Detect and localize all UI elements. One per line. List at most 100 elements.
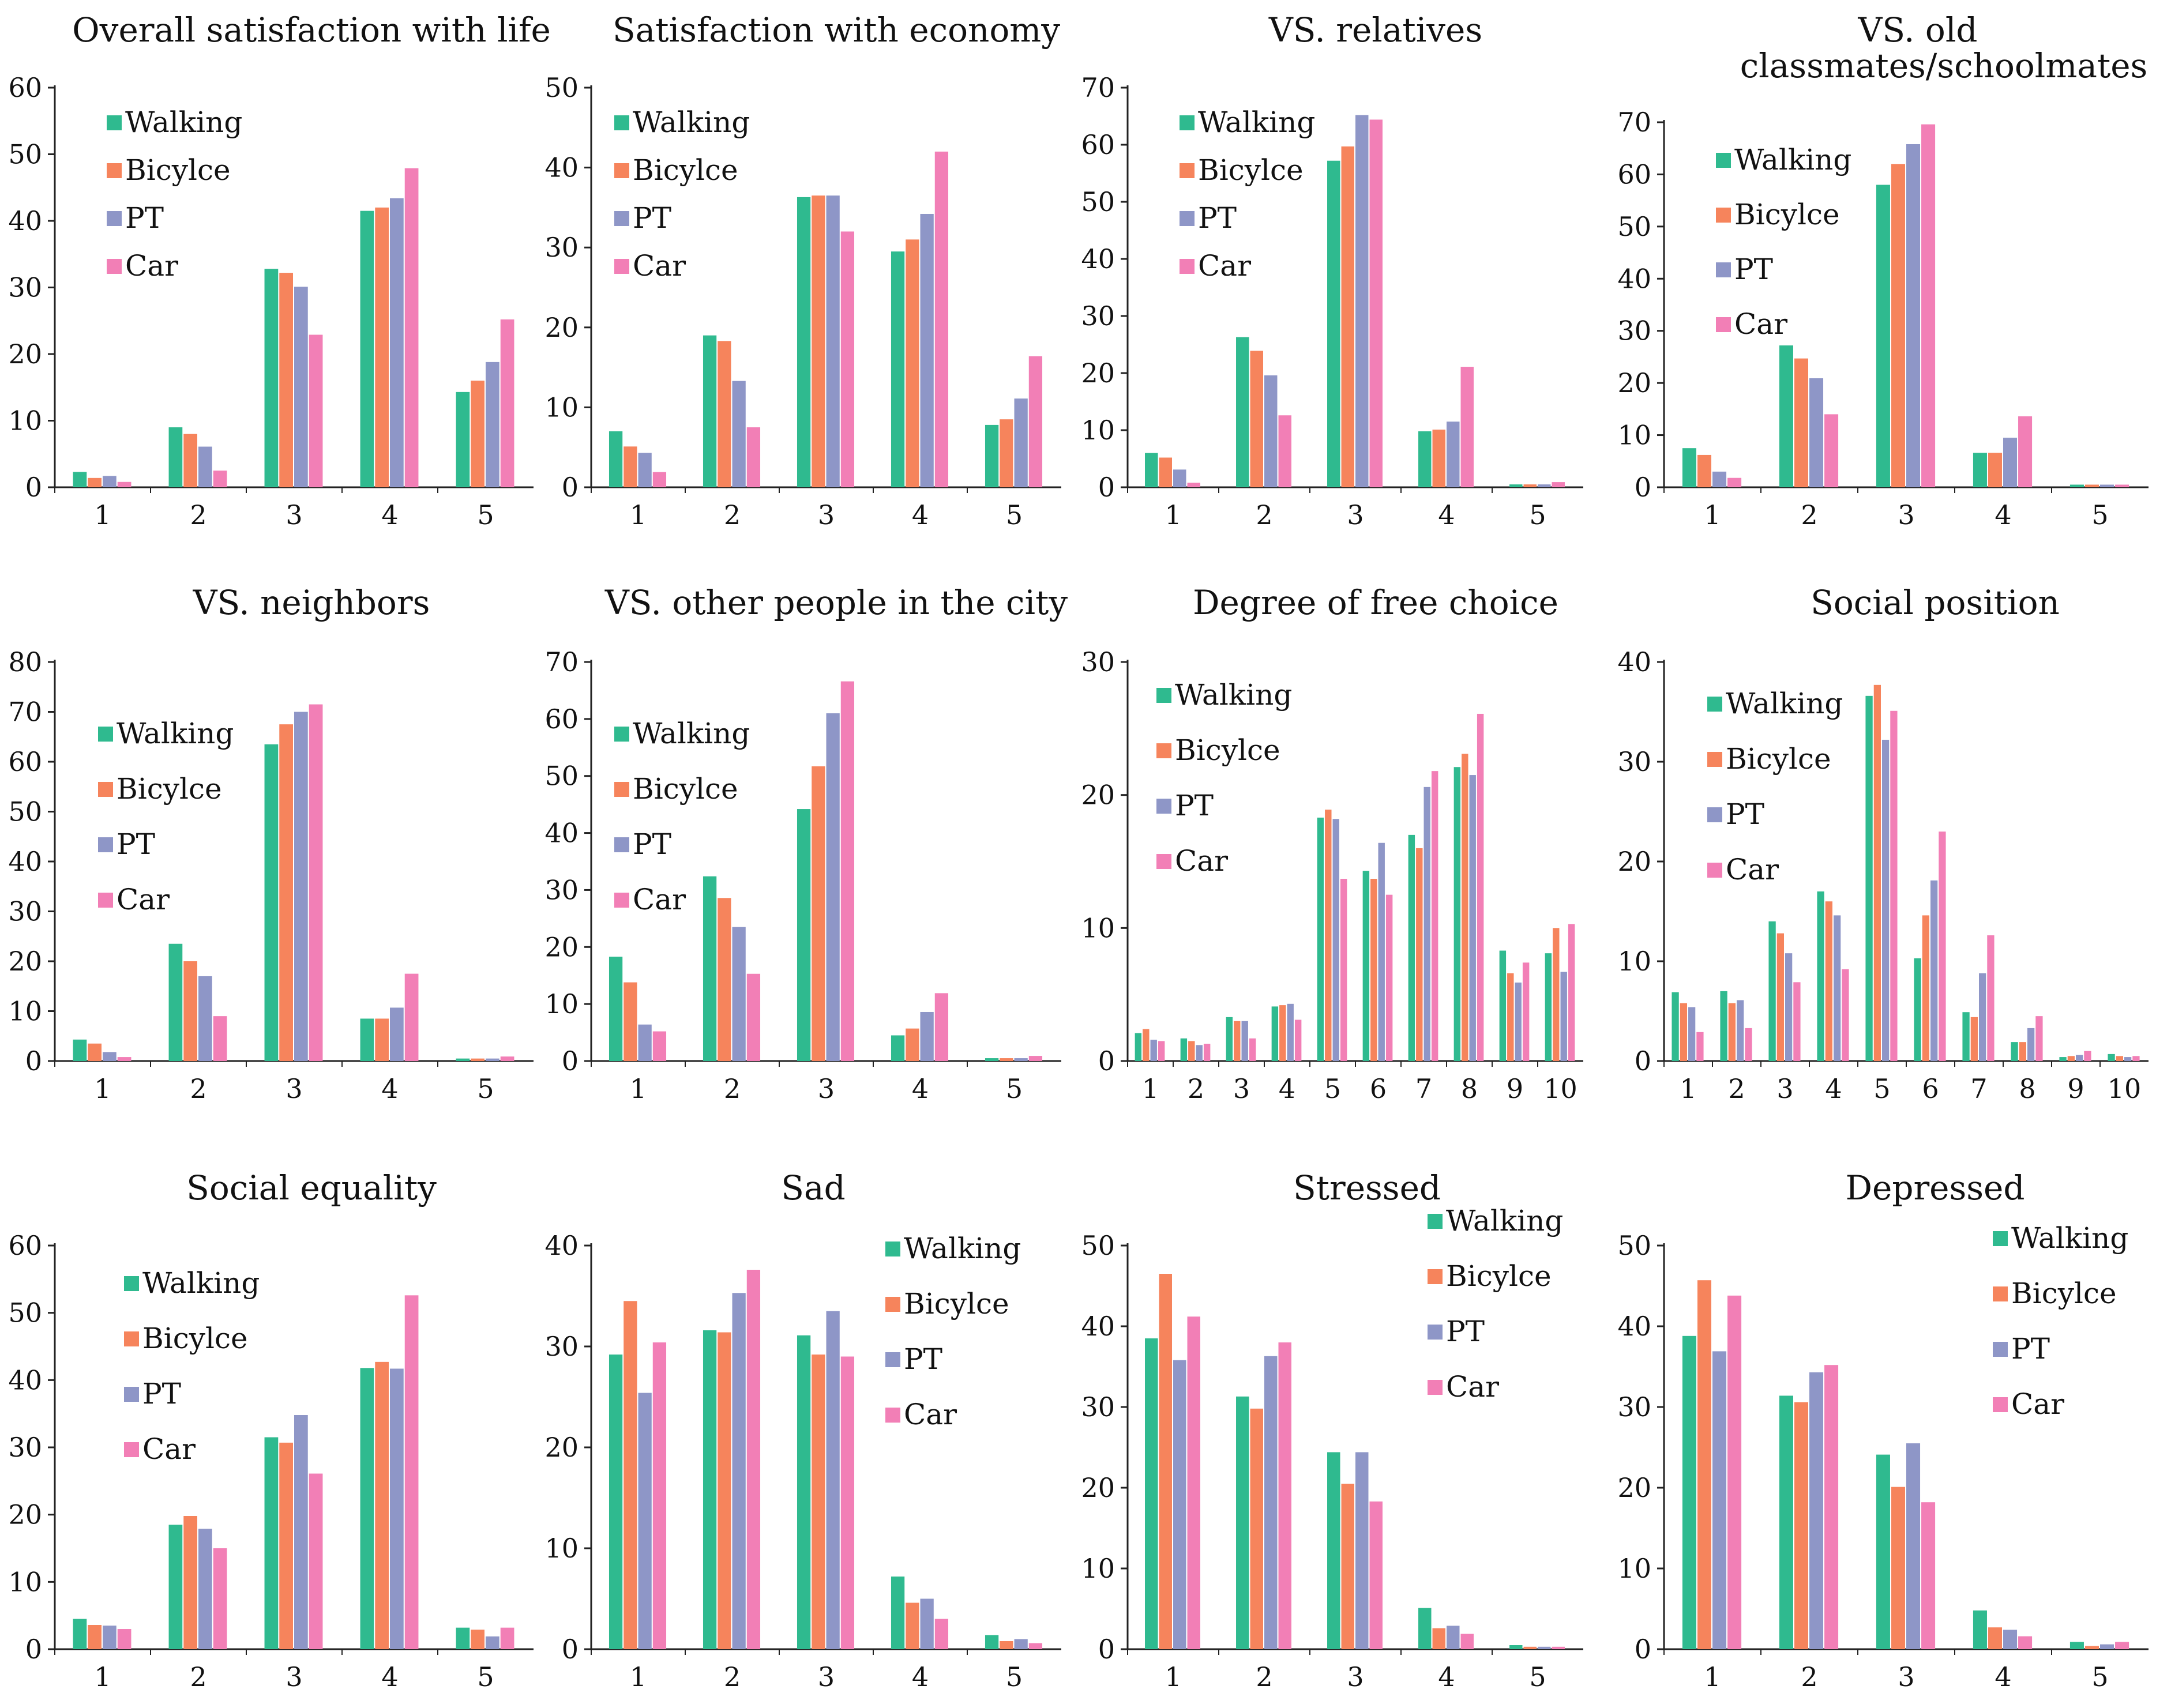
bar-car-1 [1158,1041,1165,1061]
bar-walking-3 [264,269,279,487]
bar-car-5 [2115,1642,2129,1649]
y-tick-label: 50 [1617,1230,1651,1261]
bar-car-4 [404,168,419,487]
x-tick-label: 5 [1324,1073,1341,1104]
bar-car-2 [1278,1342,1291,1649]
y-tick-label: 60 [544,703,579,735]
bar-pt-8 [2027,1028,2035,1061]
bar-walking-10 [2108,1054,2115,1061]
x-tick-label: 4 [912,499,929,531]
x-tick-label: 3 [286,499,302,531]
bar-car-4 [934,993,949,1061]
legend-swatch-bicylce [1716,208,1731,223]
x-tick-label: 1 [1704,499,1721,531]
bar-car-3 [309,1473,323,1649]
bar-pt-4 [1447,422,1460,487]
y-tick-label: 10 [1617,420,1651,451]
legend-swatch-pt [614,211,629,226]
bar-car-6 [1939,832,1946,1061]
bar-car-2 [1745,1028,1752,1061]
x-tick-label: 2 [1256,1661,1272,1692]
x-tick-label: 4 [1438,499,1455,531]
y-tick-label: 20 [1617,367,1651,398]
bar-bicycle-3 [812,766,825,1061]
bar-walking-9 [2059,1057,2067,1061]
panel-5: VS. neighbors 0 10 20 30 40 50 60 70 80 1 2 3 4 5 Walki… [8,583,534,1104]
bar-bicycle-7 [1970,1017,1978,1061]
y-tick-label: 70 [1617,107,1651,138]
bar-pt-6 [1378,842,1385,1061]
x-tick-label: 1 [1680,1073,1696,1104]
x-tick-label: 2 [724,1073,741,1104]
y-tick-label: 20 [8,946,42,977]
legend-label-car: Car [1726,853,1779,886]
y-tick-label: 40 [8,1364,42,1395]
bar-car-4 [404,973,419,1061]
bar-pt-7 [1423,787,1430,1061]
bar-pt-5 [1882,739,1890,1061]
bar-pt-4 [920,1011,934,1061]
y-tick-label: 0 [562,472,579,503]
y-tick-label: 30 [544,232,579,263]
legend-label-pt: PT [633,827,671,861]
y-tick-label: 30 [1081,646,1115,678]
legend-swatch-car [614,893,629,908]
bar-walking-5 [456,392,470,487]
legend-swatch-walking [614,727,629,742]
x-tick-label: 1 [630,1073,647,1104]
bar-bicycle-8 [1462,754,1468,1061]
bar-pt-5 [2100,1644,2114,1649]
panel-2: Satisfaction with economy 0 10 20 30 40 50 1 2 3 4… [544,10,1061,531]
bar-bicycle-5 [1000,1058,1013,1061]
bar-bicycle-1 [1159,457,1172,487]
legend-swatch-car [1993,1397,2008,1412]
bar-car-5 [1552,1646,1565,1649]
bar-car-3 [840,681,855,1061]
x-tick-label: 5 [1006,1073,1023,1104]
legend-swatch-bicylce [1428,1269,1443,1284]
x-tick-label: 7 [1415,1073,1432,1104]
y-tick-label: 40 [8,846,42,877]
x-tick-label: 4 [1825,1073,1842,1104]
y-tick-label: 10 [8,405,42,437]
bar-bicycle-10 [2116,1056,2123,1061]
bar-bicycle-2 [1794,358,1808,487]
bar-bicycle-9 [2067,1056,2075,1061]
bar-walking-4 [360,1368,374,1649]
bar-walking-1 [73,1039,87,1061]
legend-swatch-pt [1180,211,1195,226]
legend-label-walking: Walking [904,1232,1021,1265]
bar-pt-9 [1515,982,1522,1061]
x-tick-label: 2 [190,1073,206,1104]
legend-label-car: Car [633,883,686,916]
bar-walking-2 [703,876,717,1061]
bar-car-1 [117,1629,132,1649]
y-tick-label: 30 [1617,315,1651,347]
bar-pt-4 [390,1007,404,1061]
bar-pt-4 [2003,1630,2018,1649]
bar-bicycle-2 [1188,1041,1195,1061]
bar-car-4 [1294,1019,1302,1061]
legend-swatch-walking [1180,115,1195,130]
bar-walking-6 [1914,958,1921,1061]
bar-walking-3 [797,1335,811,1649]
bar-pt-5 [1332,819,1339,1061]
y-tick-label: 40 [544,152,579,183]
bar-pt-3 [1906,1443,1921,1649]
bar-walking-1 [73,472,87,487]
y-tick-label: 20 [8,1499,42,1530]
legend-label-bicylce: Bicylce [633,772,738,806]
bar-car-4 [934,151,949,487]
bar-bicycle-3 [1341,1484,1354,1649]
y-tick-label: 60 [1617,159,1651,190]
bar-bicycle-3 [1776,933,1784,1061]
bar-car-2 [746,1270,761,1649]
bar-car-2 [1824,1365,1839,1649]
bar-pt-5 [1538,1646,1551,1649]
y-tick-label: 0 [25,1634,42,1665]
legend-swatch-walking [107,115,122,130]
y-tick-label: 10 [1081,1553,1115,1584]
bar-walking-5 [985,1058,999,1061]
y-tick-label: 40 [544,1230,579,1261]
bar-walking-3 [1327,1452,1340,1649]
